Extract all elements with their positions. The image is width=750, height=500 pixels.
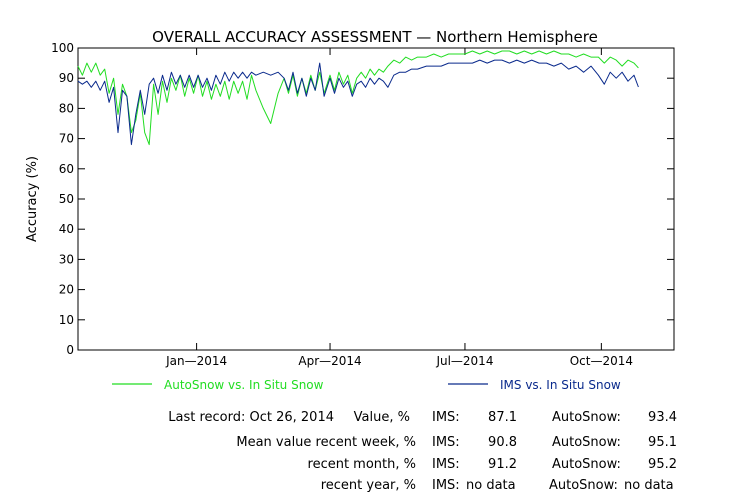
legend-label-autosnow: AutoSnow vs. In Situ Snow (164, 378, 324, 392)
chart-title: OVERALL ACCURACY ASSESSMENT — Northern H… (152, 28, 598, 46)
y-tick-label: 80 (59, 101, 74, 115)
series-line-autosnow (77, 50, 639, 146)
x-tick-label: Jul—2014 (435, 354, 493, 368)
y-tick-label: 50 (59, 192, 74, 206)
x-tick-label: Jan—2014 (165, 354, 227, 368)
y-tick-label: 90 (59, 71, 74, 85)
axes: 0 10 20 30 40 50 60 70 80 90 100 Jan—2014 Apr—2014 Ju… (51, 41, 674, 368)
y-tick-label: 30 (59, 252, 74, 266)
series-line-ims (77, 59, 639, 146)
y-tick-label: 70 (59, 132, 74, 146)
y-tick-label: 40 (59, 222, 74, 236)
x-tick-label: Oct—2014 (570, 354, 633, 368)
y-tick-label: 100 (51, 41, 74, 55)
plot-frame (77, 47, 675, 351)
y-axis-label: Accuracy (%) (25, 156, 40, 242)
y-tick-label: 20 (59, 283, 74, 297)
y-tick-label: 0 (66, 343, 74, 357)
x-tick-label: Apr—2014 (298, 354, 361, 368)
y-tick-label: 10 (59, 313, 74, 327)
series-layer (77, 50, 639, 146)
y-tick-label: 60 (59, 162, 74, 176)
legend-label-ims: IMS vs. In Situ Snow (500, 378, 621, 392)
legend: AutoSnow vs. In Situ Snow IMS vs. In Sit… (112, 378, 621, 392)
